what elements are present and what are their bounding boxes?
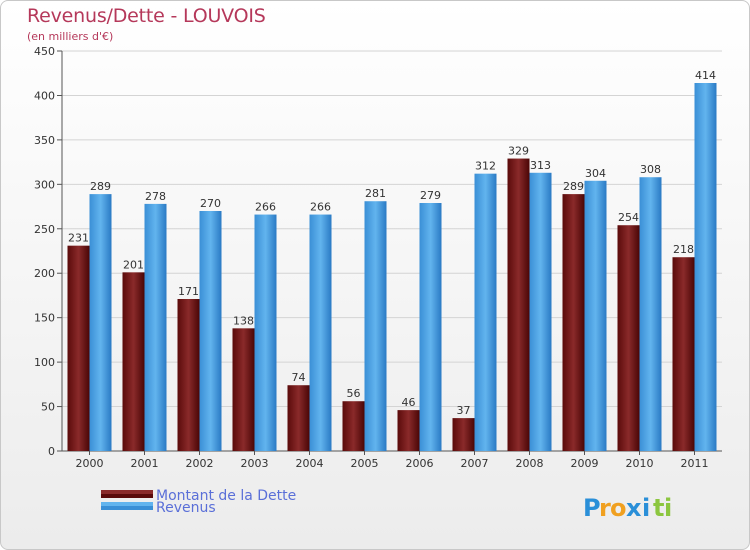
- revenue-bar: [419, 203, 442, 451]
- data-label: 46: [402, 396, 416, 409]
- data-label: 279: [420, 189, 441, 202]
- x-tick-label: 2005: [351, 457, 379, 470]
- y-tick-label: 0: [48, 445, 55, 458]
- data-label: 37: [457, 404, 471, 417]
- debt-bar: [342, 401, 365, 451]
- debt-bar: [287, 385, 310, 451]
- debt-bar: [177, 299, 200, 451]
- data-label: 308: [640, 163, 661, 176]
- data-label: 254: [618, 211, 639, 224]
- y-tick-label: 100: [34, 356, 55, 369]
- data-label: 266: [310, 201, 331, 214]
- x-tick-label: 2009: [571, 457, 599, 470]
- x-tick-label: 2011: [681, 457, 709, 470]
- revenue-bar: [144, 203, 167, 451]
- data-label: 289: [90, 180, 111, 193]
- debt-bar: [232, 328, 255, 451]
- data-label: 304: [585, 167, 606, 180]
- x-tick-label: 2007: [461, 457, 489, 470]
- x-tick-label: 2000: [76, 457, 104, 470]
- chart-title: Revenus/Dette - LOUVOIS: [27, 5, 266, 27]
- data-label: 138: [233, 314, 254, 327]
- data-label: 218: [673, 243, 694, 256]
- data-label: 270: [200, 197, 221, 210]
- data-label: 289: [563, 180, 584, 193]
- data-label: 414: [695, 69, 716, 82]
- revenue-bar: [364, 201, 387, 451]
- y-tick-label: 300: [34, 178, 55, 191]
- y-tick-label: 50: [41, 401, 55, 414]
- data-label: 281: [365, 187, 386, 200]
- data-label: 329: [508, 145, 529, 158]
- data-label: 266: [255, 201, 276, 214]
- data-label: 313: [530, 159, 551, 172]
- data-label: 278: [145, 190, 166, 203]
- data-label: 171: [178, 285, 199, 298]
- x-tick-label: 2010: [626, 457, 654, 470]
- brand-letter: o: [610, 494, 627, 522]
- debt-bar: [452, 418, 475, 451]
- y-tick-label: 250: [34, 223, 55, 236]
- brand-letter: r: [599, 494, 611, 522]
- chart-subtitle: (en milliers d'€): [27, 30, 114, 43]
- debt-bar: [122, 272, 145, 451]
- legend-label: Montant de la Dette: [156, 488, 296, 504]
- y-tick-label: 400: [34, 89, 55, 102]
- legend-swatch-shade: [101, 494, 153, 498]
- debt-bar: [672, 257, 695, 451]
- debt-bar: [397, 410, 420, 451]
- brand-logo: Pr o x i t i: [583, 494, 672, 522]
- x-tick-label: 2008: [516, 457, 544, 470]
- revenue-bar: [89, 194, 112, 451]
- brand-letter: P: [583, 494, 601, 522]
- revenue-bar: [254, 214, 277, 451]
- brand-letter: i: [642, 494, 650, 522]
- x-tick-label: 2006: [406, 457, 434, 470]
- data-label: 201: [123, 258, 144, 271]
- x-tick-label: 2001: [131, 457, 159, 470]
- y-tick-label: 350: [34, 134, 55, 147]
- x-tick-label: 2002: [186, 457, 214, 470]
- brand-letter: t: [653, 494, 664, 522]
- x-tick-label: 2004: [296, 457, 324, 470]
- revenue-bar: [694, 83, 717, 451]
- x-tick-label: 2003: [241, 457, 269, 470]
- revenue-bar: [474, 173, 497, 451]
- debt-bar: [507, 158, 530, 452]
- data-label: 56: [347, 387, 361, 400]
- revenue-bar: [529, 172, 552, 451]
- data-label: 231: [68, 232, 89, 245]
- brand-letter: i: [664, 494, 672, 522]
- debt-bar: [617, 225, 640, 451]
- revenue-bar: [584, 180, 607, 451]
- revenue-bar: [199, 211, 222, 451]
- revenue-bar: [639, 177, 662, 451]
- legend-swatch-shade: [101, 506, 153, 510]
- y-tick-label: 450: [34, 45, 55, 58]
- debt-bar: [562, 194, 585, 451]
- revenue-bar: [309, 214, 332, 451]
- y-tick-label: 150: [34, 312, 55, 325]
- debt-bar: [67, 245, 90, 451]
- brand-letter: x: [626, 494, 642, 522]
- data-label: 74: [292, 371, 306, 384]
- legend-label: Revenus: [156, 500, 216, 516]
- y-tick-label: 200: [34, 267, 55, 280]
- data-label: 312: [475, 160, 496, 173]
